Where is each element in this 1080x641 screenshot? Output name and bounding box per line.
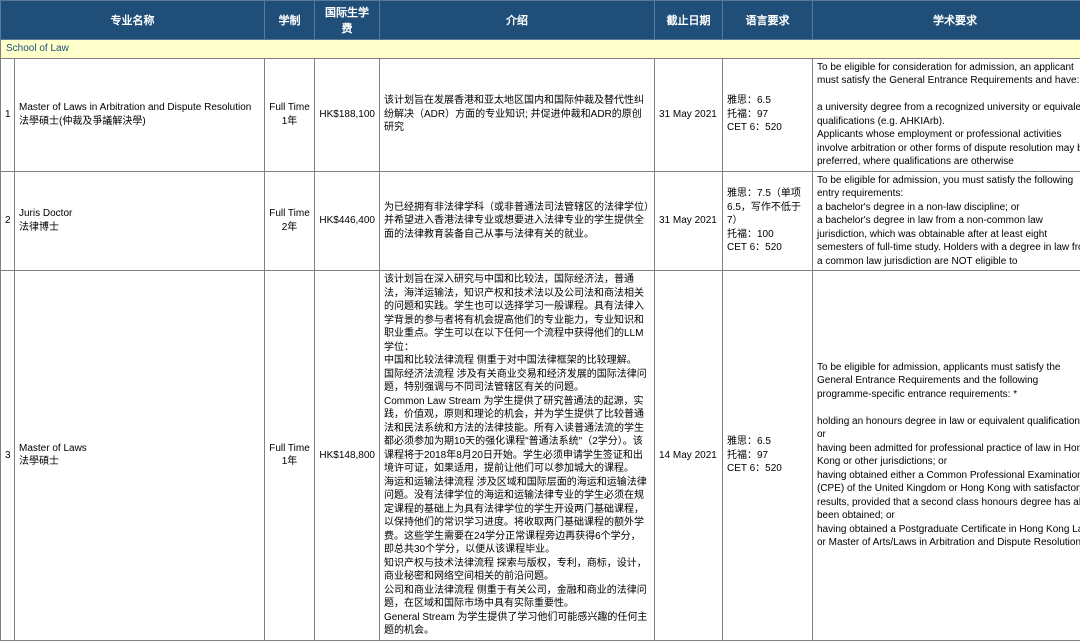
deadline: 31 May 2021 [655,171,723,271]
row-index: 2 [1,171,15,271]
program-name: Master of Laws in Arbitration and Disput… [15,58,265,171]
section-label: School of Law [1,40,1080,59]
col-name: 专业名称 [1,1,265,40]
deadline: 31 May 2021 [655,58,723,171]
language-req: 雅思：7.5（单项6.5，写作不低于7） 托福：100 CET 6：520 [723,171,813,271]
row-index: 1 [1,58,15,171]
table-body: School of Law 1Master of Laws in Arbitra… [1,40,1080,641]
table-row: 1Master of Laws in Arbitration and Dispu… [1,58,1080,171]
table-header: 专业名称 学制 国际生学费 介绍 截止日期 语言要求 学术要求 专业链接 [1,1,1080,40]
section-row: School of Law [1,40,1080,59]
col-lang: 语言要求 [723,1,813,40]
col-deadline: 截止日期 [655,1,723,40]
fee: HK$148,800 [315,271,380,641]
academic-req: To be eligible for admission, applicants… [813,271,1080,641]
col-intro: 介绍 [380,1,655,40]
duration: Full Time 1年 [265,271,315,641]
intro: 该计划旨在发展香港和亚太地区国内和国际仲裁及替代性纠纷解决（ADR）方面的专业知… [380,58,655,171]
table-row: 2Juris Doctor 法律博士Full Time 2年HK$446,400… [1,171,1080,271]
intro: 该计划旨在深入研究与中国和比较法，国际经济法，普通法，海洋运输法，知识产权和技术… [380,271,655,641]
duration: Full Time 1年 [265,58,315,171]
academic-req: To be eligible for consideration for adm… [813,58,1080,171]
table-row: 3Master of Laws 法學碩士Full Time 1年HK$148,8… [1,271,1080,641]
intro: 为已经拥有非法律学科（或非普通法司法管辖区的法律学位）并希望进入香港法律专业或想… [380,171,655,271]
language-req: 雅思：6.5 托福：97 CET 6：520 [723,58,813,171]
col-duration: 学制 [265,1,315,40]
col-acad: 学术要求 [813,1,1080,40]
language-req: 雅思：6.5 托福：97 CET 6：520 [723,271,813,641]
program-table: 专业名称 学制 国际生学费 介绍 截止日期 语言要求 学术要求 专业链接 Sch… [0,0,1080,641]
deadline: 14 May 2021 [655,271,723,641]
program-name: Master of Laws 法學碩士 [15,271,265,641]
academic-req: To be eligible for admission, you must s… [813,171,1080,271]
duration: Full Time 2年 [265,171,315,271]
fee: HK$446,400 [315,171,380,271]
row-index: 3 [1,271,15,641]
program-name: Juris Doctor 法律博士 [15,171,265,271]
col-fee: 国际生学费 [315,1,380,40]
fee: HK$188,100 [315,58,380,171]
